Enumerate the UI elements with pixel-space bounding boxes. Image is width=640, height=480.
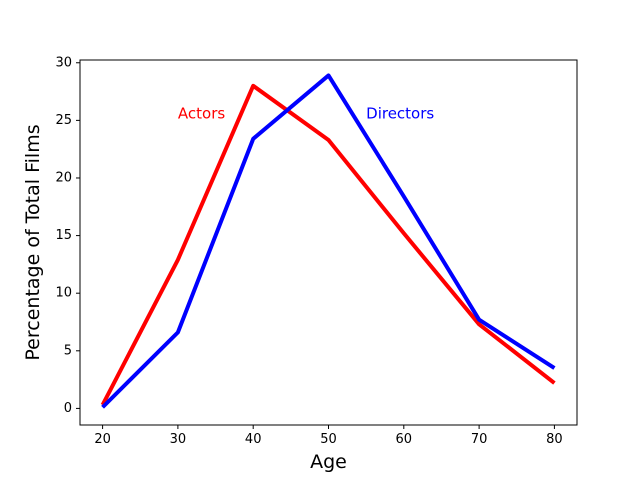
y-tick-label: 5 xyxy=(64,343,72,358)
y-axis-label: Percentage of Total Films xyxy=(22,124,44,360)
y-tick-label: 30 xyxy=(55,55,72,70)
x-tick-label: 20 xyxy=(94,432,111,447)
x-tick-label: 80 xyxy=(546,432,563,447)
y-tick-label: 25 xyxy=(55,113,72,128)
y-tick-label: 10 xyxy=(55,286,72,301)
y-tick-label: 0 xyxy=(64,401,72,416)
x-tick-label: 50 xyxy=(320,432,337,447)
y-tick-label: 20 xyxy=(55,170,72,185)
series-line-actors xyxy=(100,83,556,406)
y-tick-label: 15 xyxy=(55,228,72,243)
x-axis-label: Age xyxy=(310,451,347,473)
x-tick-label: 60 xyxy=(396,432,413,447)
series-label-directors: Directors xyxy=(366,104,434,122)
x-tick-label: 30 xyxy=(170,432,187,447)
x-tick-label: 40 xyxy=(245,432,262,447)
series-label-actors: Actors xyxy=(178,104,225,122)
x-tick-label: 70 xyxy=(471,432,488,447)
axes-frame xyxy=(79,59,578,426)
series-line-directors xyxy=(101,73,556,409)
